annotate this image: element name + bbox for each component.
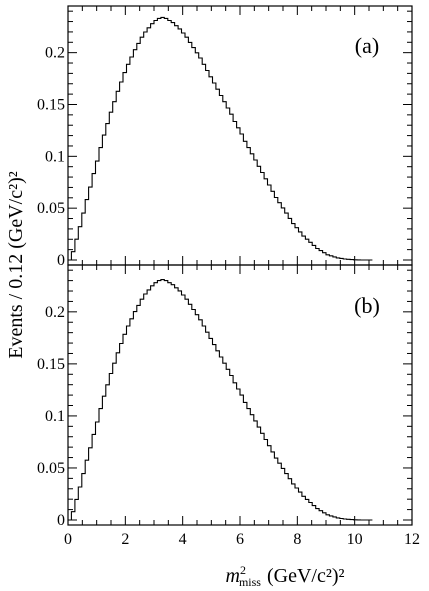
y-axis-title: Events / 0.12 (GeV/c²)² bbox=[5, 171, 27, 359]
y-tick-label-b: 0.05 bbox=[37, 460, 65, 477]
panel-b: 0 0.05 0.1 0.15 0.2 bbox=[37, 265, 413, 529]
panel-a: 0 0.05 0.1 0.15 0.2 bbox=[37, 6, 413, 269]
x-tick-label: 6 bbox=[236, 531, 244, 548]
x-tick-label: 8 bbox=[293, 531, 301, 548]
histogram-series-b bbox=[68, 279, 373, 521]
x-axis-title-unit: (GeV/c²)² bbox=[267, 565, 345, 587]
y-tick-label-a: 0 bbox=[57, 252, 65, 269]
y-tick-label-b: 0 bbox=[57, 512, 65, 529]
x-axis-title-sup: 2 bbox=[240, 563, 246, 577]
y-tick-label-a: 0.15 bbox=[37, 96, 65, 113]
x-axis-title-sub: miss bbox=[239, 575, 261, 589]
x-axis-title-main: m bbox=[226, 565, 240, 587]
y-tick-label-a: 0.05 bbox=[37, 200, 65, 217]
histogram-series-a bbox=[68, 16, 373, 261]
y-tick-label-a: 0.1 bbox=[45, 148, 65, 165]
panel-b-label: (b) bbox=[354, 293, 380, 318]
x-axis-title: m2 miss (GeV/c²)² bbox=[226, 563, 345, 589]
x-tick-label: 0 bbox=[64, 531, 72, 548]
y-tick-label-b: 0.15 bbox=[37, 356, 65, 373]
y-tick-label-b: 0.2 bbox=[45, 304, 65, 321]
y-tick-label-b: 0.1 bbox=[45, 408, 65, 425]
x-tick-label: 12 bbox=[404, 531, 420, 548]
panel-a-label: (a) bbox=[355, 33, 379, 58]
x-axis: 0 2 4 6 8 10 12 bbox=[64, 531, 420, 548]
x-tick-label: 2 bbox=[121, 531, 129, 548]
y-tick-label-a: 0.2 bbox=[45, 45, 65, 62]
x-tick-label: 4 bbox=[179, 531, 187, 548]
x-tick-label: 10 bbox=[347, 531, 363, 548]
